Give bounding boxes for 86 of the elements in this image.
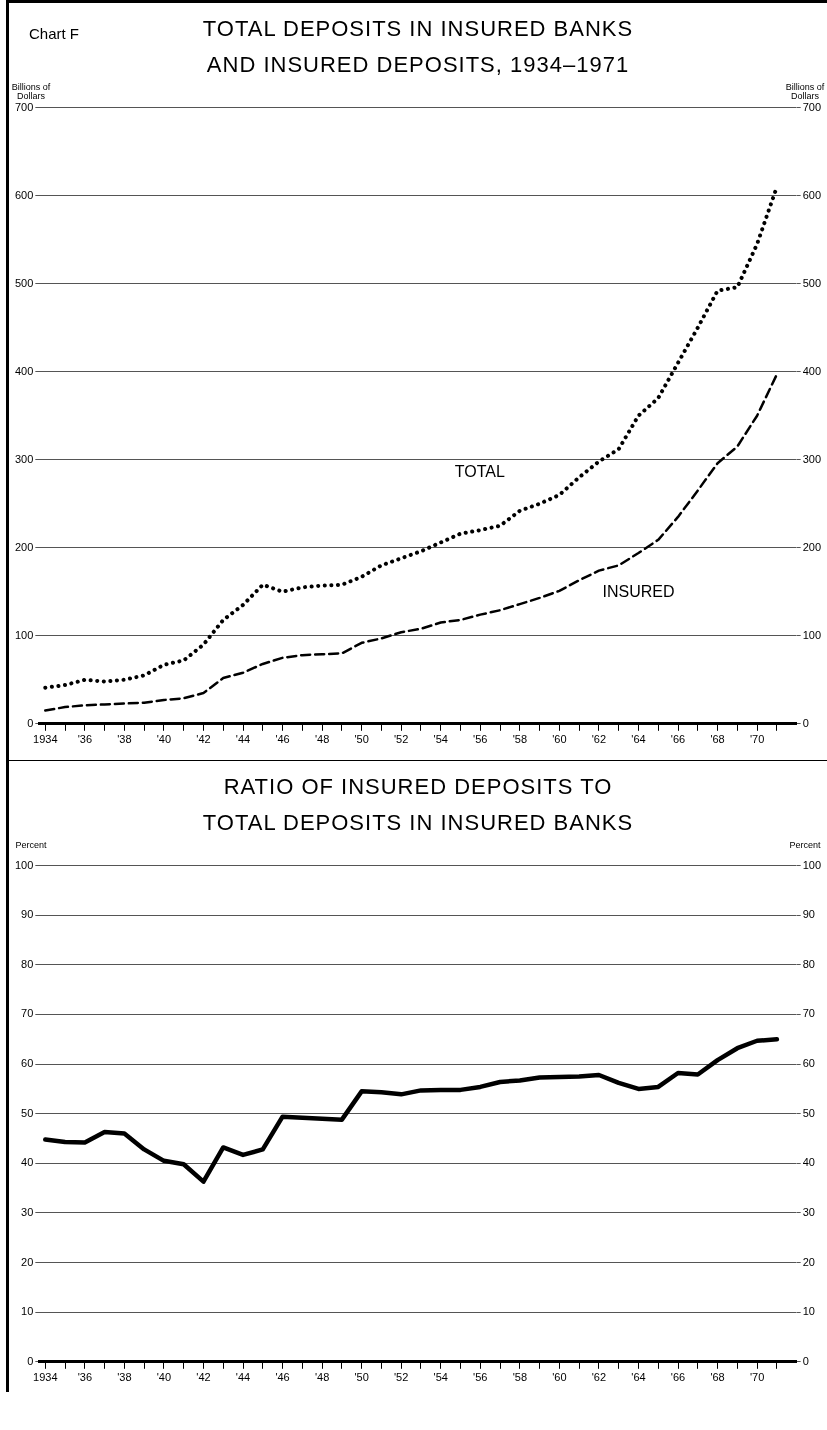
x-tick-label: '54 — [433, 733, 448, 746]
y-tick-label: 40 — [21, 1156, 34, 1169]
chart-title: TOTAL DEPOSITS IN INSURED BANKS AND INSURED DEPOSITS, 1934–1971 — [201, 15, 635, 79]
x-tick-label: '70 — [749, 1371, 765, 1384]
y2-tick-label: 50 — [802, 1106, 815, 1119]
x-tick-label: '64 — [631, 733, 646, 746]
x-tick-label: '70 — [749, 733, 765, 746]
y-axis-title: Percent — [14, 840, 48, 850]
x-tick-label: '62 — [591, 733, 607, 746]
y-tick-label: 600 — [14, 188, 34, 201]
x-tick-label: '52 — [394, 733, 409, 746]
x-tick-label: '44 — [235, 733, 251, 746]
y-tick-label: 90 — [21, 908, 34, 921]
y2-tick-label: 300 — [802, 452, 822, 465]
x-tick-label: '36 — [77, 1371, 92, 1384]
series-label: INSURED — [602, 583, 675, 601]
y2-tick-label: 200 — [802, 540, 822, 553]
y2-tick-label: 0 — [802, 1354, 809, 1367]
x-tick-label: '68 — [710, 733, 725, 746]
y2-axis-title: Billions of Dollars — [784, 82, 826, 101]
x-tick-label: '60 — [552, 733, 567, 746]
text: Chart F — [29, 25, 80, 42]
x-tick-label: '66 — [670, 1371, 686, 1384]
y-tick-label: 30 — [21, 1205, 34, 1218]
text: TOTAL — [454, 463, 505, 481]
y-tick-label: 200 — [14, 540, 34, 553]
x-tick-label: '48 — [314, 1371, 330, 1384]
x-tick-label: 1934 — [33, 1371, 58, 1384]
y-tick-label: 100 — [14, 858, 34, 871]
y2-tick-label: 20 — [802, 1255, 815, 1268]
y-tick-label: 0 — [27, 1354, 34, 1367]
y-tick-label: 60 — [21, 1057, 34, 1070]
x-tick-label: '68 — [710, 1371, 725, 1384]
y2-tick-label: 700 — [802, 100, 822, 113]
x-tick-label: '64 — [631, 1371, 646, 1384]
y-tick-label: 70 — [21, 1007, 34, 1020]
y2-tick-label: 60 — [802, 1057, 815, 1070]
x-tick-label: '46 — [275, 1371, 290, 1384]
x-tick-label: '56 — [473, 733, 488, 746]
x-tick-label: '60 — [552, 1371, 567, 1384]
y-tick-label: 20 — [21, 1255, 34, 1268]
y2-tick-label: 0 — [802, 716, 809, 729]
y2-tick-label: 500 — [802, 276, 822, 289]
chart-title: RATIO OF INSURED DEPOSITS TO TOTAL DEPOSITS IN INSURED BANKS — [201, 773, 635, 837]
y-axis-title: Billions of Dollars — [10, 82, 52, 101]
x-tick-label: '46 — [275, 733, 290, 746]
y-tick-label: 0 — [27, 716, 34, 729]
x-tick-label: '62 — [591, 1371, 607, 1384]
y2-tick-label: 400 — [802, 364, 822, 377]
y2-tick-label: 600 — [802, 188, 822, 201]
y2-tick-label: 100 — [802, 628, 822, 641]
x-tick-label: '40 — [156, 1371, 172, 1384]
x-tick-label: '36 — [77, 733, 92, 746]
y-tick-label: 400 — [14, 364, 34, 377]
x-tick-label: '44 — [235, 1371, 251, 1384]
x-tick-label: '42 — [196, 733, 211, 746]
y2-tick-label: 100 — [802, 858, 822, 871]
y-tick-label: 100 — [14, 628, 34, 641]
x-tick-label: '58 — [512, 733, 527, 746]
y2-tick-label: 80 — [802, 957, 815, 970]
y-tick-label: 700 — [14, 100, 34, 113]
x-tick-label: '50 — [354, 733, 369, 746]
y-tick-label: 50 — [21, 1106, 34, 1119]
x-tick-label: '42 — [196, 1371, 211, 1384]
y-tick-label: 10 — [21, 1305, 34, 1318]
x-tick-label: '52 — [394, 1371, 409, 1384]
y-tick-label: 500 — [14, 276, 34, 289]
x-tick-label: '56 — [473, 1371, 488, 1384]
y-tick-label: 80 — [21, 957, 34, 970]
x-tick-label: '38 — [117, 733, 132, 746]
y2-tick-label: 90 — [802, 908, 815, 921]
line-series — [44, 373, 779, 712]
x-tick-label: '54 — [433, 1371, 448, 1384]
x-tick-label: '58 — [512, 1371, 527, 1384]
y2-tick-label: 40 — [802, 1156, 815, 1169]
y2-axis-title: Percent — [788, 840, 822, 850]
x-tick-label: '50 — [354, 1371, 369, 1384]
y2-tick-label: 10 — [802, 1305, 815, 1318]
x-tick-label: '48 — [314, 733, 330, 746]
y2-tick-label: 70 — [802, 1007, 815, 1020]
x-tick-label: '40 — [156, 733, 172, 746]
y-tick-label: 300 — [14, 452, 34, 465]
x-tick-label: '66 — [670, 733, 686, 746]
x-tick-label: 1934 — [33, 733, 58, 746]
x-tick-label: '38 — [117, 1371, 132, 1384]
y2-tick-label: 30 — [802, 1205, 815, 1218]
